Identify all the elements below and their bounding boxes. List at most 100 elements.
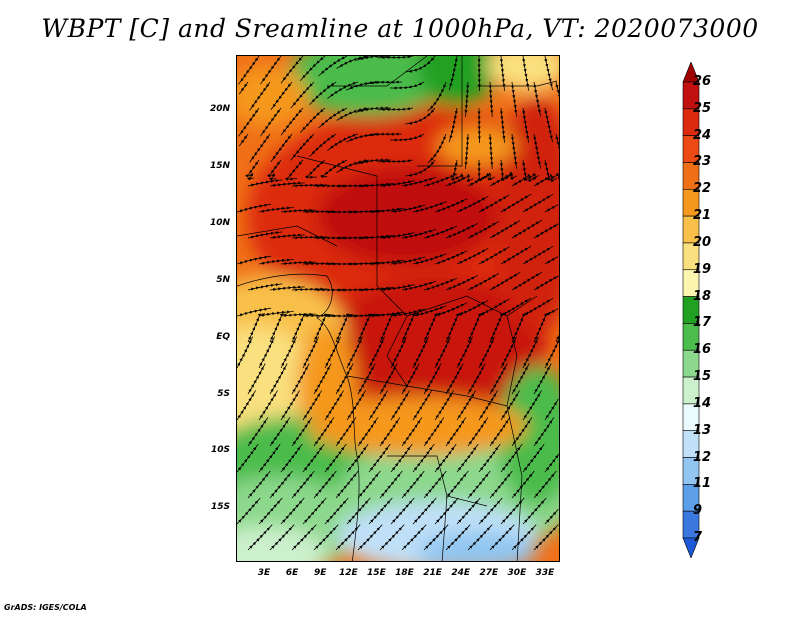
- streamline: [401, 524, 427, 551]
- streamline: [247, 283, 283, 291]
- colorbar-label: 19: [693, 261, 712, 277]
- streamline: [357, 524, 383, 551]
- streamline: [390, 443, 413, 473]
- streamline: [302, 336, 319, 369]
- colorbar-label: 20: [693, 234, 712, 250]
- streamline: [450, 159, 464, 181]
- streamline: [544, 204, 559, 213]
- streamline: [313, 524, 339, 551]
- lat-label: 20N: [209, 104, 230, 114]
- streamline: [489, 470, 513, 499]
- streamline: [555, 81, 559, 99]
- lon-label: 30E: [507, 568, 527, 578]
- streamline: [488, 81, 494, 117]
- streamline: [237, 255, 272, 265]
- streamline: [237, 443, 259, 473]
- streamline: [313, 363, 332, 395]
- streamline: [445, 524, 471, 551]
- colorbar-label: 14: [693, 395, 712, 411]
- streamline: [510, 81, 518, 117]
- streamline: [500, 336, 517, 369]
- streamline: [467, 417, 489, 447]
- streamline: [456, 443, 479, 473]
- streamline: [290, 133, 315, 161]
- streamline: [467, 470, 491, 499]
- colorbar-label: 7: [693, 530, 703, 545]
- streamline: [521, 159, 537, 181]
- streamline: [270, 133, 293, 163]
- streamline: [284, 159, 304, 181]
- lon-label: 6E: [285, 568, 299, 578]
- streamline: [313, 470, 337, 499]
- streamline: [511, 524, 537, 551]
- streamline: [280, 56, 304, 84]
- streamline: [346, 497, 371, 525]
- streamline: [379, 524, 405, 551]
- streamline: [357, 363, 376, 395]
- streamline: [258, 390, 278, 421]
- streamline: [291, 524, 317, 551]
- streamline: [477, 159, 490, 181]
- streamline: [300, 56, 326, 81]
- streamline: [346, 443, 369, 473]
- streamline: [467, 524, 493, 551]
- streamline: [412, 336, 429, 369]
- streamline: [346, 336, 363, 369]
- streamline: [368, 336, 385, 369]
- lon-label: 9E: [313, 568, 327, 578]
- streamline: [405, 159, 436, 177]
- streamline: [269, 313, 288, 343]
- streamline: [260, 107, 282, 137]
- streamline: [237, 336, 253, 369]
- streamline: [237, 497, 261, 525]
- colorbar-label: 26: [693, 74, 712, 89]
- streamline: [367, 80, 403, 85]
- streamline: [522, 245, 554, 265]
- streamline: [478, 336, 495, 369]
- streamline: [269, 285, 305, 292]
- streamline: [533, 275, 559, 291]
- lat-label: 10N: [209, 217, 230, 228]
- streamline: [335, 524, 361, 551]
- lon-label: 24E: [451, 568, 471, 578]
- streamline: [456, 336, 473, 369]
- streamline: [390, 336, 407, 369]
- streamline: [521, 56, 530, 91]
- footer-credit: GrADS: IGES/COLA: [4, 603, 87, 612]
- streamline: [238, 56, 260, 85]
- streamline: [499, 107, 506, 143]
- streamline: [258, 206, 294, 213]
- streamline: [269, 181, 305, 188]
- streamline: [313, 313, 331, 343]
- streamline: [379, 363, 398, 395]
- streamline: [412, 390, 432, 421]
- streamline: [522, 297, 554, 317]
- colorbar-label: 12: [693, 449, 712, 465]
- streamline: [378, 107, 414, 112]
- lon-label: 27E: [479, 568, 499, 578]
- streamline: [500, 390, 520, 421]
- streamline: [258, 497, 283, 525]
- streamline: [521, 107, 530, 143]
- streamline: [378, 56, 414, 60]
- streamline: [237, 390, 256, 421]
- streamline: [324, 497, 349, 525]
- colorbar-label: 9: [693, 503, 703, 519]
- streamline: [405, 56, 436, 73]
- lon-label: 18E: [395, 568, 414, 578]
- streamline: [533, 81, 541, 117]
- lat-label: 5S: [217, 388, 230, 399]
- streamline: [324, 390, 344, 421]
- streamline: [302, 497, 327, 525]
- colorbar-label: 21: [693, 208, 712, 224]
- colorbar-label: 15: [693, 369, 712, 385]
- streamline: [270, 81, 293, 111]
- streamline: [544, 339, 559, 369]
- streamline: [247, 470, 271, 499]
- streamline: [427, 133, 447, 164]
- streamline: [258, 443, 281, 473]
- lon-label: 3E: [257, 568, 271, 578]
- streamline: [445, 470, 469, 499]
- colorbar-bottom-arrow: [682, 537, 700, 558]
- wbpt-streamline-map: [237, 56, 559, 561]
